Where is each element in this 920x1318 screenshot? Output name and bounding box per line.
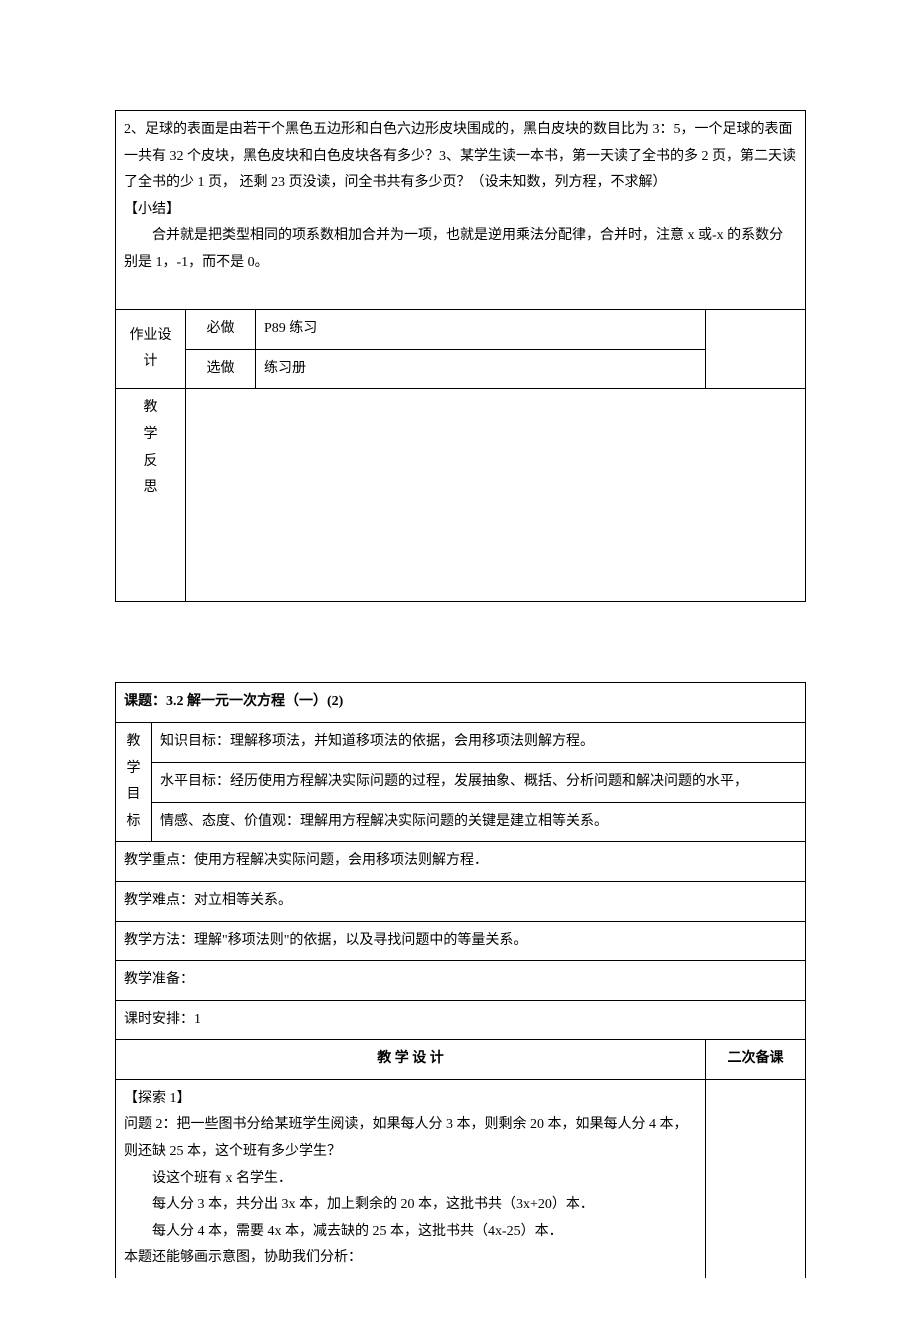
top-content-cell: 2、足球的表面是由若干个黑色五边形和白色六边形皮块围成的，黑白皮块的数目比为 3…: [116, 111, 806, 310]
lesson-table-1: 2、足球的表面是由若干个黑色五边形和白色六边形皮块围成的，黑白皮块的数目比为 3…: [115, 110, 806, 602]
difficulty: 教学难点：对立相等关系。: [116, 881, 806, 921]
homework-label: 作业设计: [116, 310, 186, 389]
goal-emotion: 情感、态度、价值观：理解用方程解决实际问题的关键是建立相等关系。: [152, 802, 806, 842]
second-prep-content: [706, 1079, 806, 1278]
lesson-title: 课题：3.2 解一元一次方程（一）(2): [116, 683, 806, 723]
case3-text: 每人分 3 本，共分出 3x 本，加上剩余的 20 本，这批书共（3x+20）本…: [124, 1192, 697, 1219]
exercise-text: 2、足球的表面是由若干个黑色五边形和白色六边形皮块围成的，黑白皮块的数目比为 3…: [124, 117, 797, 197]
lesson-table-2: 课题：3.2 解一元一次方程（一）(2) 教 学 目 标 知识目标：理解移项法，…: [115, 682, 806, 1278]
diagram-note: 本题还能够画示意图，协助我们分析：: [124, 1245, 697, 1272]
problem-text: 问题 2：把一些图书分给某班学生阅读，如果每人分 3 本，则剩余 20 本，如果…: [124, 1112, 697, 1165]
summary-head: 【小结】: [124, 197, 797, 224]
case4-text: 每人分 4 本，需要 4x 本，减去缺的 25 本，这批书共（4x-25）本．: [124, 1219, 697, 1246]
optional-label: 选做: [186, 349, 256, 389]
method: 教学方法：理解"移项法则"的依据，以及寻找问题中的等量关系。: [116, 921, 806, 961]
reflection-content: [186, 389, 806, 602]
schedule: 课时安排：1: [116, 1000, 806, 1040]
prep: 教学准备：: [116, 961, 806, 1001]
required-label: 必做: [186, 310, 256, 350]
assume-text: 设这个班有 x 名学生．: [124, 1166, 697, 1193]
goal-knowledge: 知识目标：理解移项法，并知道移项法的依据，会用移项法则解方程。: [152, 722, 806, 762]
optional-value: 练习册: [256, 349, 706, 389]
summary-text: 合并就是把类型相同的项系数相加合并为一项，也就是逆用乘法分配律，合并时，注意 x…: [124, 223, 797, 276]
design-header: 教 学 设 计: [116, 1040, 706, 1080]
explore-head: 【探索 1】: [124, 1086, 697, 1113]
goal-ability: 水平目标：经历使用方程解决实际问题的过程，发展抽象、概括、分析问题和解决问题的水…: [152, 762, 806, 802]
second-prep-header: 二次备课: [706, 1040, 806, 1080]
homework-blank: [706, 310, 806, 389]
key-point: 教学重点：使用方程解决实际问题，会用移项法则解方程．: [116, 842, 806, 882]
required-value: P89 练习: [256, 310, 706, 350]
design-content: 【探索 1】 问题 2：把一些图书分给某班学生阅读，如果每人分 3 本，则剩余 …: [116, 1079, 706, 1278]
reflection-label: 教 学 反 思: [116, 389, 186, 602]
goals-label: 教 学 目 标: [116, 722, 152, 841]
